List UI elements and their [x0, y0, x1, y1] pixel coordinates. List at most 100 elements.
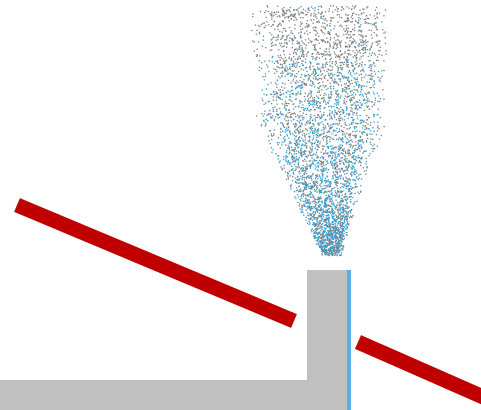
particle: [309, 136, 311, 139]
particle: [313, 158, 315, 160]
particle: [328, 96, 330, 98]
particle: [346, 160, 348, 162]
particle: [358, 193, 360, 195]
particle: [326, 20, 328, 22]
particle: [293, 49, 296, 51]
particle: [314, 232, 316, 235]
particle: [329, 241, 331, 243]
particle: [308, 205, 310, 208]
particle: [346, 231, 348, 234]
particle: [309, 203, 311, 205]
particle: [312, 195, 315, 197]
particle: [366, 17, 369, 20]
particle: [325, 169, 327, 171]
particle: [303, 43, 306, 45]
particle: [295, 126, 297, 128]
particle: [279, 91, 281, 93]
particle: [307, 108, 309, 110]
particle: [322, 18, 324, 20]
particle: [335, 61, 337, 63]
particle: [355, 82, 358, 84]
particle: [345, 25, 347, 27]
particle: [318, 227, 320, 229]
particle: [311, 150, 313, 152]
particle: [324, 28, 327, 30]
particle: [378, 12, 381, 14]
particle: [334, 252, 337, 254]
particle: [332, 61, 334, 63]
particle: [281, 141, 283, 144]
particle: [316, 130, 318, 133]
particle: [306, 109, 308, 111]
particle: [312, 53, 314, 55]
particle: [311, 179, 313, 181]
particle: [304, 61, 307, 63]
particle: [370, 34, 373, 36]
particle: [318, 20, 320, 22]
particle: [283, 45, 285, 47]
particle: [367, 97, 369, 100]
particle: [299, 128, 301, 131]
particle: [324, 74, 327, 77]
particle: [318, 53, 320, 55]
particle: [374, 18, 377, 20]
particle: [258, 70, 260, 72]
particle: [277, 5, 279, 7]
particle: [331, 161, 333, 163]
particle: [324, 240, 326, 242]
particle: [373, 143, 376, 145]
particle: [310, 176, 312, 178]
particle: [301, 84, 303, 86]
particle: [319, 198, 321, 200]
particle: [320, 239, 322, 242]
particle: [358, 107, 361, 109]
particle: [328, 211, 330, 213]
particle: [331, 193, 333, 195]
particle: [368, 91, 370, 93]
particle: [344, 95, 346, 97]
particle: [309, 131, 312, 133]
particle: [312, 58, 314, 60]
particle: [328, 232, 330, 235]
particle: [274, 93, 276, 95]
particle: [353, 126, 355, 128]
particle: [345, 215, 347, 217]
particle: [318, 91, 320, 93]
particle: [315, 103, 318, 105]
particle: [321, 11, 323, 14]
particle: [347, 95, 350, 98]
particle: [335, 226, 338, 228]
particle: [359, 43, 361, 46]
particle: [308, 110, 310, 112]
particle: [336, 123, 338, 125]
particle: [307, 154, 309, 157]
particle: [301, 60, 303, 62]
particle: [354, 27, 356, 29]
particle: [348, 124, 350, 126]
particle: [283, 6, 285, 9]
particle: [328, 201, 331, 203]
particle: [281, 122, 283, 124]
particle: [331, 164, 333, 167]
particle: [337, 227, 340, 229]
particle: [285, 108, 287, 110]
particle: [361, 147, 363, 149]
particle: [368, 128, 370, 130]
particle: [342, 89, 344, 91]
particle: [348, 162, 350, 164]
particle: [314, 46, 316, 49]
particle: [279, 147, 281, 149]
particle: [351, 174, 353, 176]
particle: [327, 87, 329, 90]
particle: [280, 67, 283, 69]
particle: [271, 57, 273, 59]
particle: [321, 178, 323, 180]
particle: [321, 212, 323, 214]
particle: [356, 149, 358, 151]
particle: [293, 160, 296, 162]
particle: [322, 64, 324, 66]
particle: [313, 100, 315, 102]
particle: [297, 57, 299, 59]
particle: [352, 203, 354, 205]
